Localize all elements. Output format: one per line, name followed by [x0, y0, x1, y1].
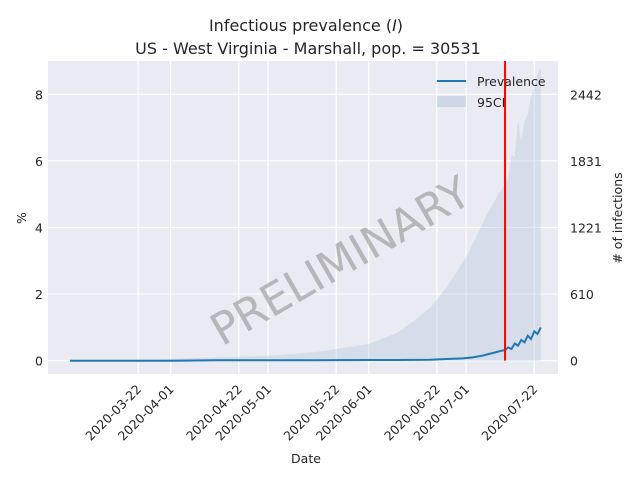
- y2-tick-label: 1831: [570, 154, 602, 169]
- y-tick-label: 0: [35, 354, 43, 369]
- legend-ci-label: 95CI: [477, 95, 505, 110]
- y2-tick-label: 1221: [570, 220, 602, 235]
- y-axis-right-ticks: 0 610 1221 1831 2442: [570, 87, 602, 368]
- plot-area: [48, 61, 558, 374]
- ci-band-area: [70, 67, 541, 361]
- legend-prevalence-label: Prevalence: [477, 74, 546, 89]
- y2-axis-label: # of infections: [610, 172, 625, 263]
- grid-lines: [48, 61, 558, 374]
- legend: Prevalence 95CI: [437, 74, 546, 110]
- y2-tick-label: 610: [570, 287, 594, 302]
- y-tick-label: 6: [35, 154, 43, 169]
- x-tick-label: 2020-07-22: [478, 382, 540, 444]
- x-axis-label: Date: [291, 451, 321, 466]
- y-tick-label: 8: [35, 87, 43, 102]
- y2-tick-label: 0: [570, 354, 578, 369]
- y-tick-label: 2: [35, 287, 43, 302]
- y2-tick-label: 2442: [570, 87, 602, 102]
- chart-title-line1: Infectious prevalence (I): [209, 16, 403, 35]
- y-axis-label: %: [14, 212, 29, 224]
- prevalence-line: [70, 326, 542, 362]
- y-tick-label: 4: [35, 220, 43, 235]
- legend-ci-swatch: [437, 96, 466, 107]
- chart-title-line2: US - West Virginia - Marshall, pop. = 30…: [135, 39, 481, 58]
- y-axis-left-ticks: 0 2 4 6 8: [35, 87, 43, 368]
